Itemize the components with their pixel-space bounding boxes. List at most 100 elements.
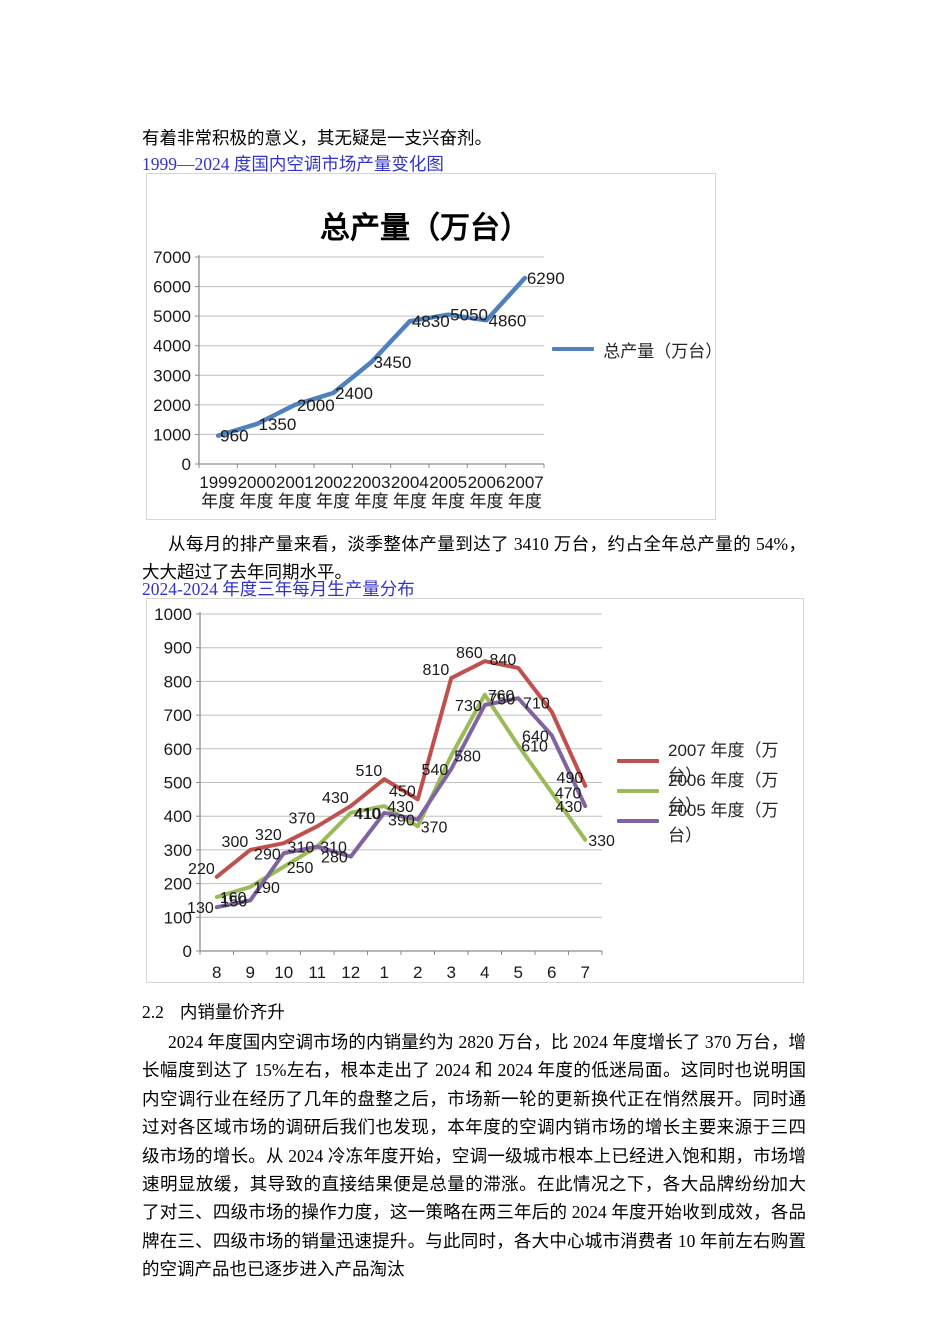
legend-item-2007: 2007 年度（万台） [617,741,803,785]
section-heading: 2.2 内销量价齐升 [142,1000,285,1024]
svg-text:7: 7 [581,963,590,980]
legend-item-total-production: 总产量（万台） [552,336,723,362]
svg-text:500: 500 [164,774,192,793]
svg-text:4: 4 [480,963,489,980]
svg-text:0: 0 [182,455,191,474]
svg-text:430: 430 [556,799,583,816]
svg-text:2000: 2000 [153,396,191,415]
svg-text:5: 5 [514,963,523,980]
legend-item-2006: 2006 年度（万台） [617,771,803,815]
svg-text:390: 390 [388,813,415,830]
section-title: 内销量价齐升 [179,1002,285,1022]
legend-item-2005: 2005 年度（万台） [617,801,803,845]
svg-text:600: 600 [164,740,192,759]
svg-text:450: 450 [389,783,416,800]
svg-text:810: 810 [423,662,450,679]
legend-swatch-2005 [617,819,660,823]
svg-text:700: 700 [164,706,192,725]
svg-text:430: 430 [322,790,349,807]
svg-text:1: 1 [380,963,389,980]
svg-text:320: 320 [255,827,282,844]
svg-text:2000: 2000 [297,396,335,415]
svg-text:150: 150 [221,893,248,910]
svg-text:750: 750 [489,691,516,708]
svg-text:0: 0 [183,942,192,961]
svg-text:370: 370 [289,810,316,827]
svg-text:760: 760 [488,688,515,705]
svg-text:6: 6 [547,963,556,980]
svg-text:710: 710 [523,696,550,713]
svg-text:2400: 2400 [335,384,373,403]
svg-text:290: 290 [254,846,281,863]
intro-text: 有着非常积极的意义，其无疑是一支兴奋剂。 [142,128,492,148]
svg-text:年度: 年度 [470,492,504,511]
svg-text:5050: 5050 [450,306,488,325]
svg-text:200: 200 [164,875,192,894]
legend-label-2007: 2007 年度（万台） [668,741,779,785]
svg-text:310: 310 [320,840,347,857]
legend-swatch-total-production [552,347,595,351]
svg-text:年度: 年度 [240,492,274,511]
svg-text:12: 12 [341,963,360,980]
svg-text:2007: 2007 [506,473,544,492]
svg-text:580: 580 [454,749,481,766]
svg-text:220: 220 [188,861,215,878]
section-number: 2.2 [142,1002,164,1022]
svg-text:190: 190 [253,880,280,897]
svg-text:8: 8 [212,963,221,980]
svg-text:3: 3 [447,963,456,980]
svg-text:2000: 2000 [238,473,276,492]
svg-text:1000: 1000 [153,425,191,444]
svg-text:年度: 年度 [278,492,312,511]
svg-text:10: 10 [274,963,293,980]
svg-text:160: 160 [220,890,247,907]
svg-text:490: 490 [557,770,584,787]
svg-text:年度: 年度 [431,492,465,511]
svg-text:9: 9 [246,963,255,980]
svg-text:800: 800 [164,672,192,691]
svg-text:7000: 7000 [153,248,191,267]
svg-text:280: 280 [321,850,348,867]
svg-text:年度: 年度 [355,492,389,511]
svg-text:2005: 2005 [429,473,467,492]
svg-text:410: 410 [354,806,381,823]
legend-swatch-2007 [617,759,660,763]
chart1-frame[interactable]: 0 1000 2000 3000 4000 5000 6000 7000 1999 年度 2000 年… [146,173,723,520]
legend-label-2006: 2006 年度（万台） [668,771,779,815]
svg-text:640: 640 [522,728,549,745]
svg-text:730: 730 [455,698,482,715]
chart1-legend: 总产量（万台） [552,336,723,362]
svg-text:5000: 5000 [153,307,191,326]
svg-text:610: 610 [521,738,548,755]
svg-text:2003: 2003 [353,473,391,492]
svg-text:2006: 2006 [468,473,506,492]
svg-text:960: 960 [220,427,248,446]
svg-text:总产量（万台）: 总产量（万台） [320,211,530,245]
chart1-total-production-line-chart: 010002000300040005000600070001999年度2000年… [153,211,564,511]
svg-text:410: 410 [355,806,382,823]
legend-label-2005: 2005 年度（万台） [668,801,779,845]
figure2-caption-link[interactable]: 2024-2024 年度三年每月生产量分布 [142,579,415,599]
figure1-caption-link[interactable]: 1999—2024 度国内空调市场产量变化图 [142,154,444,174]
legend-swatch-2006 [617,789,660,793]
svg-text:1000: 1000 [154,605,192,624]
svg-text:250: 250 [287,860,314,877]
svg-text:11: 11 [308,963,326,980]
paragraph-domestic-sales: 2024 年度国内空调市场的内销量约为 2820 万台，比 2024 年度增长了… [142,1032,806,1280]
paragraph-monthly-output: 从每月的排产量来看，淡季整体产量到达了 3410 万台，约占全年总产量的 54%… [142,534,806,583]
svg-text:年度: 年度 [316,492,350,511]
svg-text:540: 540 [422,762,449,779]
svg-text:430: 430 [387,799,414,816]
chart2-legend: 2007 年度（万台） 2006 年度（万台） 2005 年度（万台） [617,741,803,845]
svg-text:6000: 6000 [153,278,191,297]
svg-text:510: 510 [356,763,383,780]
svg-text:840: 840 [490,652,517,669]
svg-text:2001: 2001 [276,473,314,492]
svg-text:330: 330 [588,833,615,850]
svg-text:1999: 1999 [199,473,237,492]
legend-label-total-production: 总产量（万台） [603,341,723,361]
chart2-frame[interactable]: 0 100 200 300 400 500 600 700 800 900 1000 8 9 10 11 12… [146,598,804,983]
svg-text:3000: 3000 [153,366,191,385]
